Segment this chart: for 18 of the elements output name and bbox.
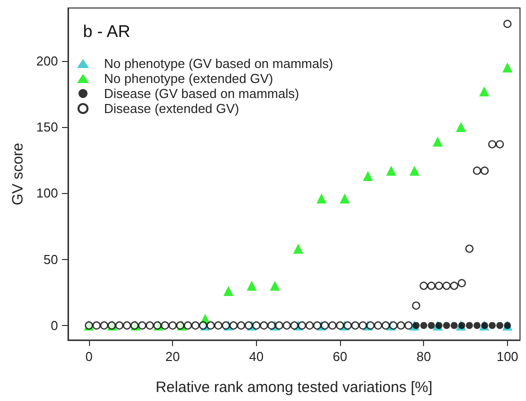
y-tick-label: 0	[50, 318, 58, 333]
legend-label: Disease (GV based on mammals)	[104, 86, 300, 101]
y-tick-label: 50	[44, 252, 58, 267]
x-tick-label: 0	[85, 349, 93, 364]
y-axis-title: GV score	[9, 142, 26, 206]
x-axis-title: Relative rank among tested variations [%]	[156, 379, 432, 396]
x-tick-label: 40	[249, 349, 264, 364]
x-tick-label: 100	[496, 349, 518, 364]
y-tick-label: 100	[36, 186, 58, 201]
y-tick-label: 150	[36, 120, 58, 135]
x-tick-label: 80	[416, 349, 431, 364]
y-tick-label: 200	[36, 53, 58, 68]
legend-label: No phenotype (GV based on mammals)	[104, 56, 334, 71]
x-tick-label: 60	[332, 349, 348, 364]
legend-label: Disease (extended GV)	[104, 101, 240, 116]
text: b - AR	[83, 22, 130, 41]
x-tick-label: 20	[165, 349, 180, 364]
legend-label: No phenotype (extended GV)	[104, 71, 274, 86]
